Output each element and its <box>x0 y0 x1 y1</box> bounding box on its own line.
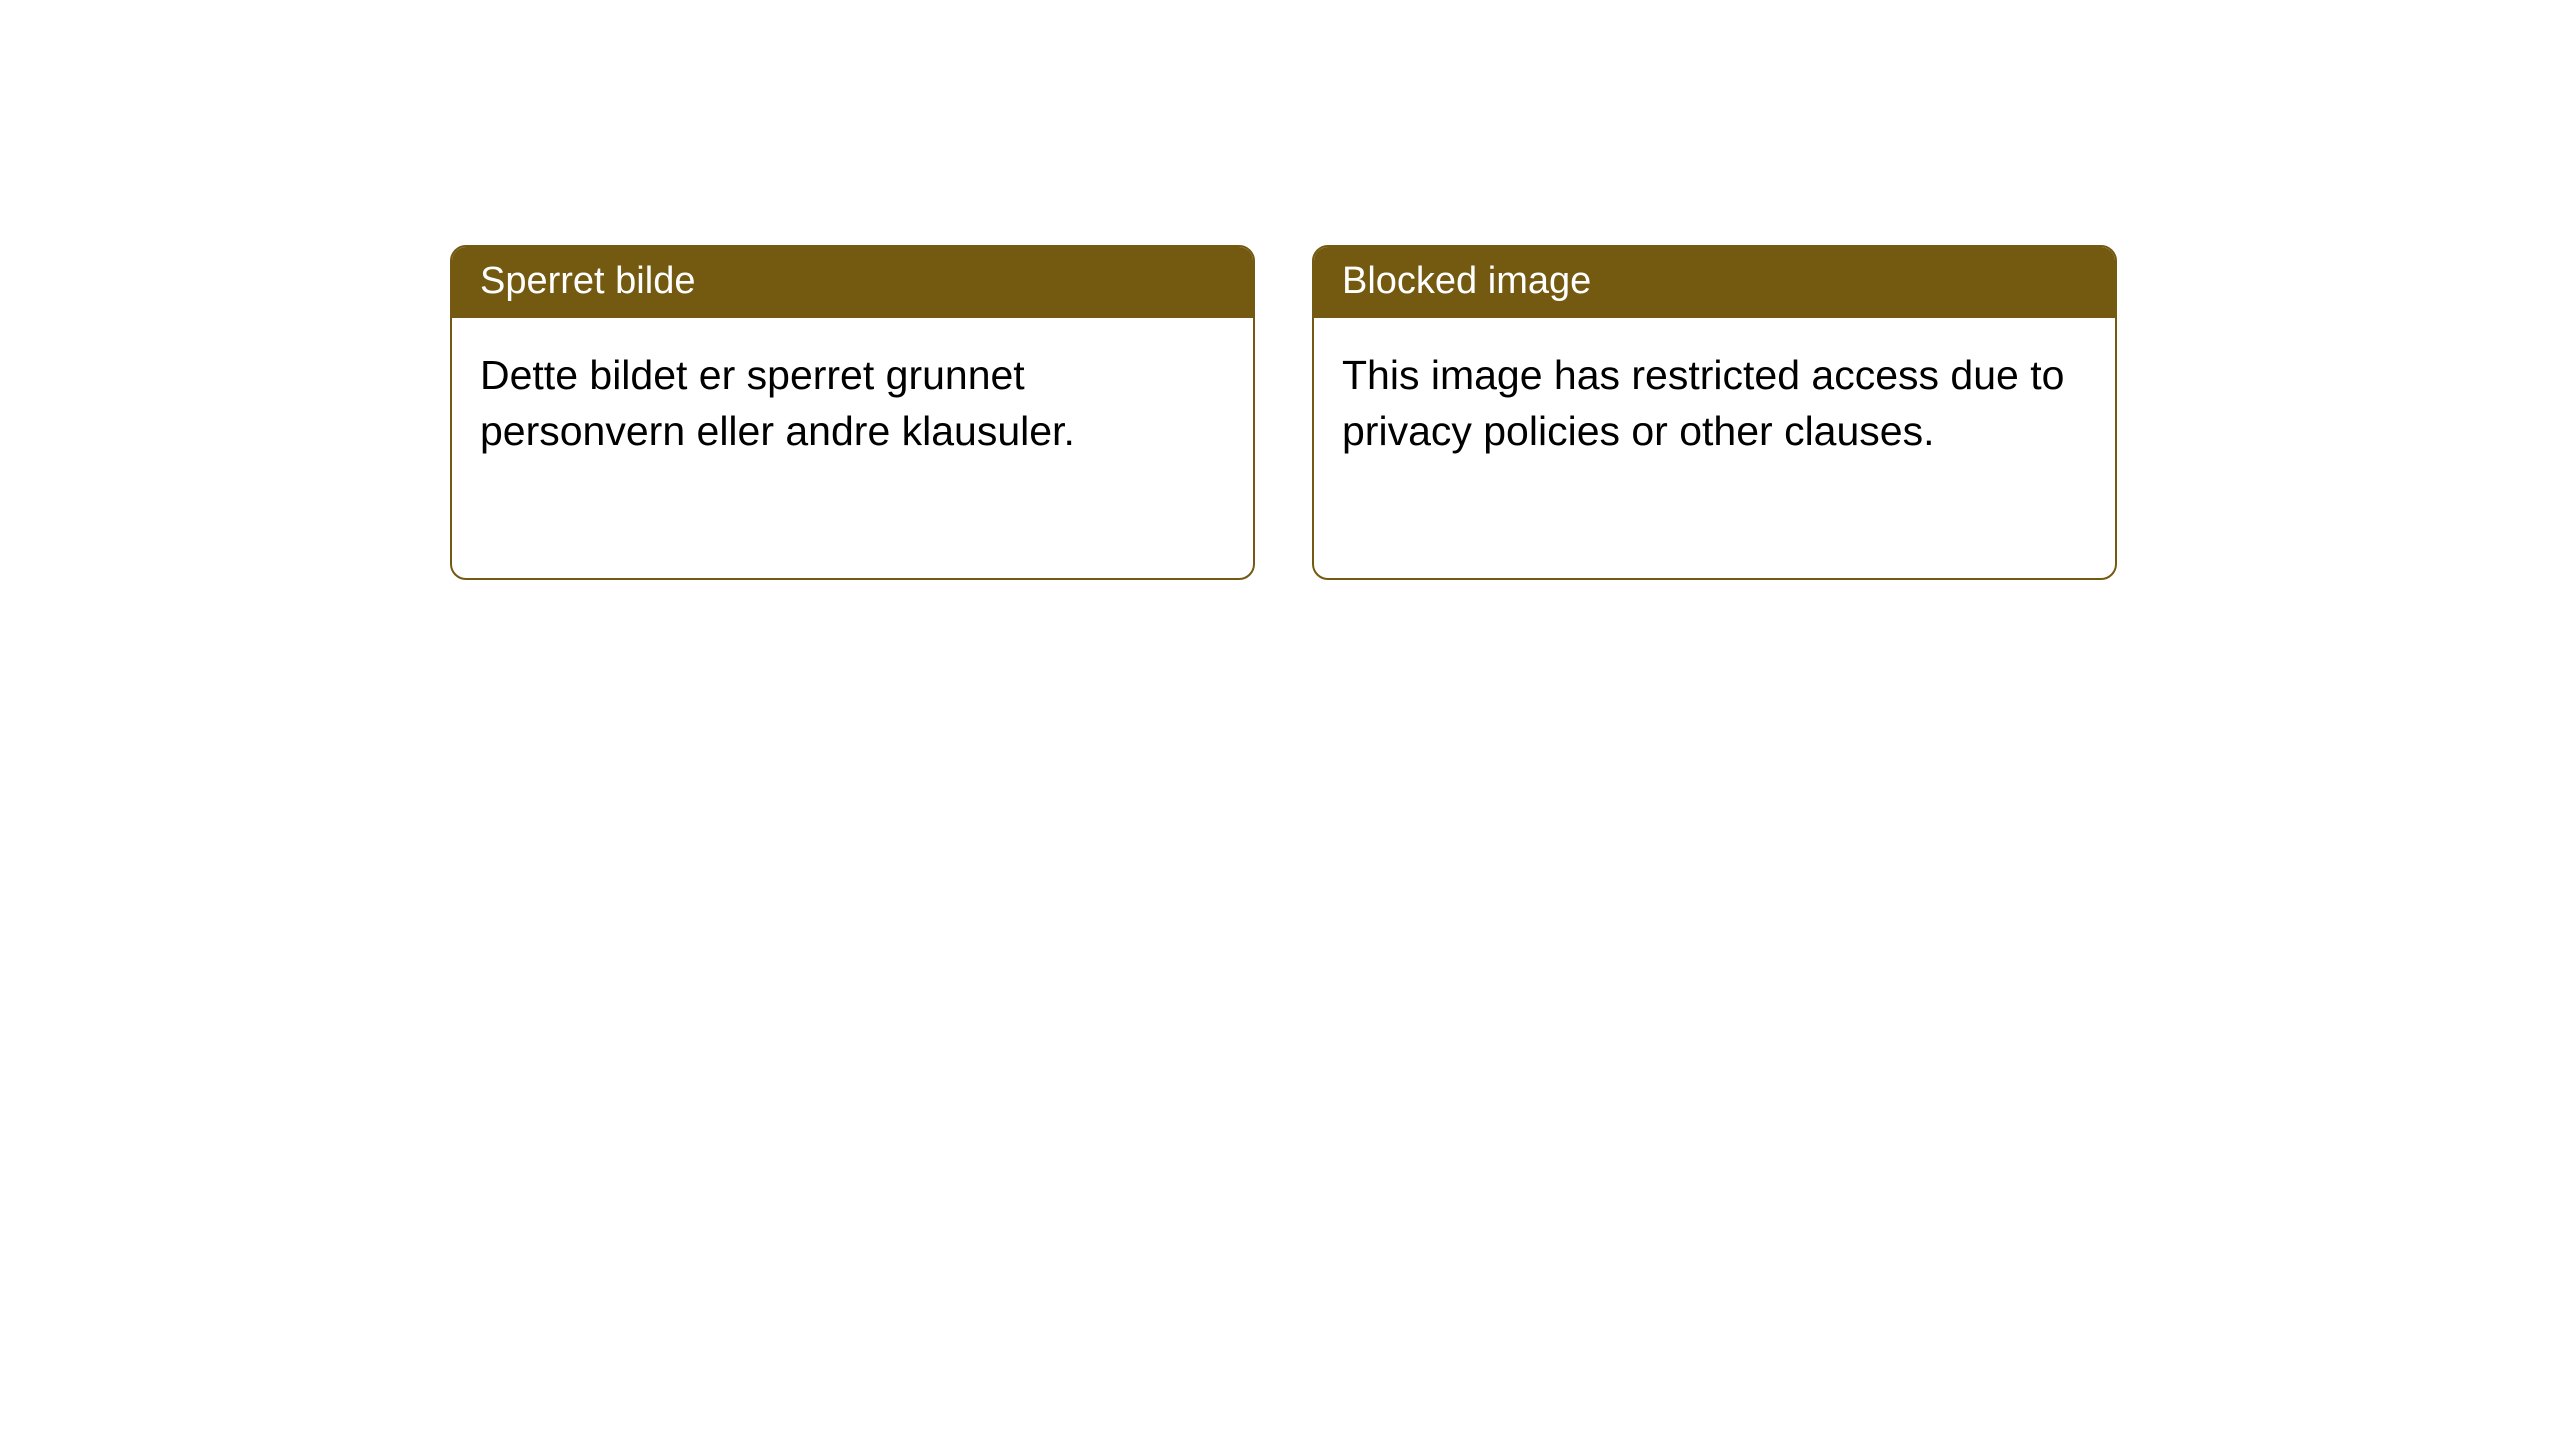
notice-title-no: Sperret bilde <box>480 260 695 302</box>
notice-header-no: Sperret bilde <box>452 247 1253 318</box>
notice-header-en: Blocked image <box>1314 247 2115 318</box>
notice-body-en: This image has restricted access due to … <box>1314 318 2115 489</box>
notice-title-en: Blocked image <box>1342 260 1591 302</box>
notice-text-no: Dette bildet er sperret grunnet personve… <box>480 352 1075 453</box>
notice-container: Sperret bilde Dette bildet er sperret gr… <box>0 0 2560 580</box>
notice-body-no: Dette bildet er sperret grunnet personve… <box>452 318 1253 489</box>
notice-text-en: This image has restricted access due to … <box>1342 352 2064 453</box>
notice-box-no: Sperret bilde Dette bildet er sperret gr… <box>450 245 1255 580</box>
notice-box-en: Blocked image This image has restricted … <box>1312 245 2117 580</box>
